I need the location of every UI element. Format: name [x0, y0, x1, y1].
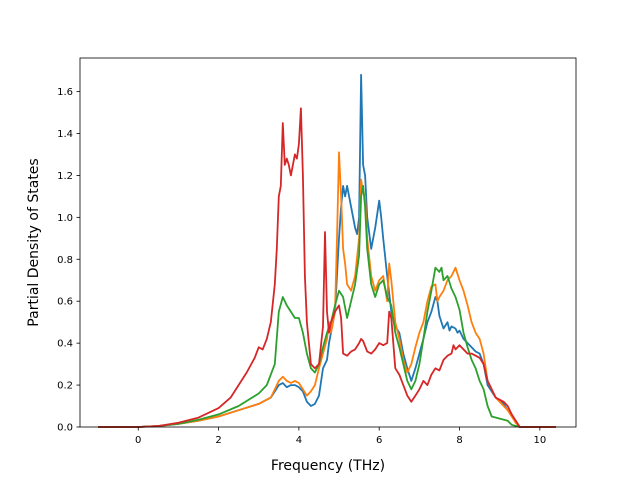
x-tick-label: 4	[296, 435, 302, 446]
y-tick-label: 0.8	[57, 255, 73, 266]
series-layer	[98, 73, 556, 428]
y-tick-label: 1.4	[57, 129, 73, 140]
tick-layer: 0 2 4 6 8 10 0.0 0.2 0.4 0.6 0.8 1.0 1.2 1.4 1.6	[57, 87, 546, 446]
y-tick-label: 0.4	[57, 339, 73, 350]
y-tick-label: 1.2	[57, 171, 73, 182]
x-tick-label: 0	[135, 435, 141, 446]
plot-frame	[79, 57, 577, 428]
x-axis-label: Frequency (THz)	[271, 458, 385, 474]
y-tick-label: 0.6	[57, 297, 73, 308]
series-line-3	[98, 184, 556, 428]
x-tick-label: 10	[533, 435, 546, 446]
x-tick-label: 2	[215, 435, 221, 446]
series-line-2	[98, 151, 556, 428]
y-tick-label: 1.6	[57, 87, 73, 98]
x-tick-label: 6	[376, 435, 382, 446]
series-line-1	[98, 73, 556, 428]
series-line-4	[98, 107, 556, 428]
y-axis-label: Partial Density of States	[26, 158, 42, 326]
y-tick-label: 1.0	[57, 213, 73, 224]
x-tick-label: 8	[456, 435, 462, 446]
y-tick-label: 0.2	[57, 381, 73, 392]
y-tick-label: 0.0	[57, 423, 73, 434]
